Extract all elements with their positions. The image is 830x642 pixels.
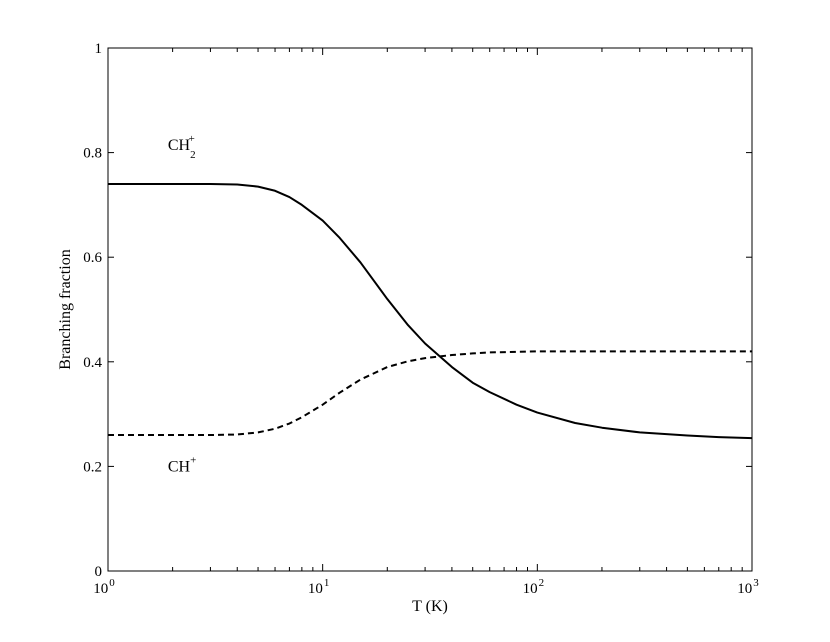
series-line-solid <box>108 182 753 440</box>
series-annotation: CH2+ <box>168 133 196 161</box>
y-axis-label: Branching fraction <box>57 249 74 369</box>
y-tick-label: 0 <box>95 564 103 580</box>
y-tick-label: 1 <box>95 41 103 57</box>
y-tick-label: 0.4 <box>83 355 102 371</box>
y-tick-label: 0.2 <box>83 459 102 475</box>
y-tick-label: 0.8 <box>83 146 102 162</box>
series-lines <box>108 182 753 440</box>
y-tick-label: 0.6 <box>83 250 102 266</box>
axis-ticks <box>107 47 753 572</box>
series-annotation: CH+ <box>168 455 196 476</box>
x-tick-label: 100 <box>93 577 115 597</box>
x-tick-label: 102 <box>523 577 545 597</box>
x-axis-label: T (K) <box>412 598 448 615</box>
series-line-dashed <box>108 350 752 437</box>
x-tick-label: 101 <box>308 577 330 597</box>
tick-labels: 0 0.2 0.4 0.6 0.8 1 100 101 102 103 <box>83 41 759 597</box>
plot-frame <box>107 47 753 572</box>
x-tick-label: 103 <box>737 577 759 597</box>
